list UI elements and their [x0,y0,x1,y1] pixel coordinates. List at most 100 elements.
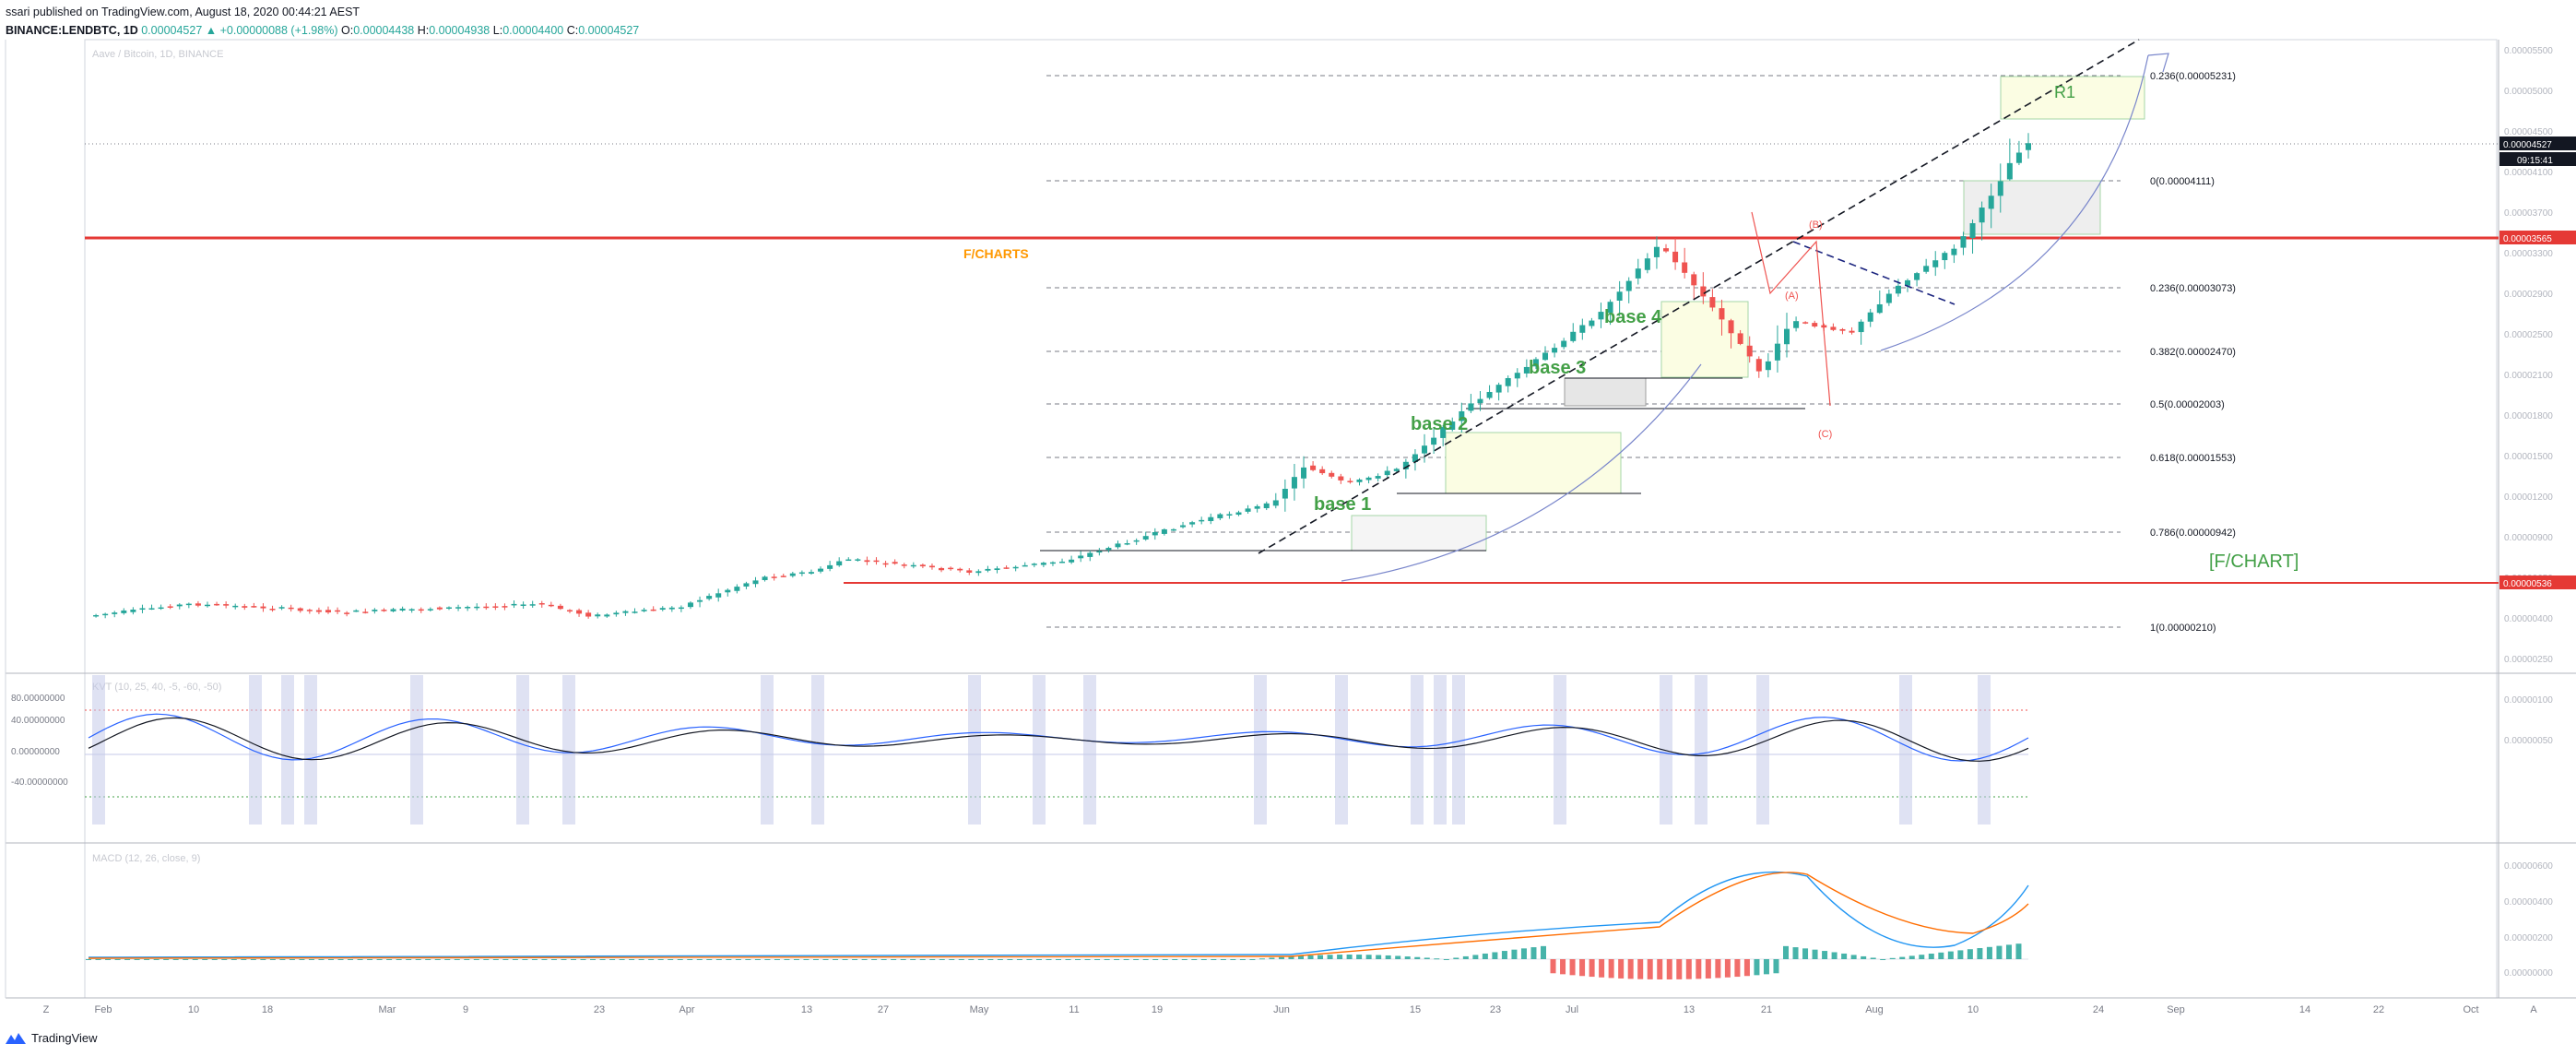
price-axis-tick: 0.00003300 [2504,249,2553,259]
macd-histogram-bar [1550,959,1556,974]
candle [928,564,935,570]
macd-histogram-bar [192,959,198,960]
candle-body [445,607,452,609]
candle-body [306,610,313,611]
candle-body [1272,500,1279,506]
candle [855,558,861,562]
candle [260,603,266,612]
macd-histogram-bar [406,959,412,960]
candle-body [1208,516,1214,522]
candle-body [1905,279,1911,286]
candle-body [994,568,1000,571]
macd-histogram-bar [183,959,189,960]
candle-body [492,606,499,608]
candle [2015,140,2022,166]
time-axis-tick: 22 [2373,1004,2384,1015]
candle [148,604,155,611]
candle-body [1365,477,1372,481]
candle-body [1291,477,1297,489]
price-axis-tick: 0.00000050 [2504,736,2553,746]
candle-body [1505,377,1511,386]
candle-body [780,575,786,577]
macd-histogram-bar [677,959,683,960]
candle-body [975,571,982,574]
macd-histogram-bar [541,959,548,960]
candle [1951,244,1957,264]
candle-body [595,614,601,617]
candle [697,596,703,608]
candle [102,612,109,619]
macd-histogram-bar [1560,959,1566,975]
candle-body [771,576,777,578]
candle-body [242,606,248,608]
osc-highlight-band [1335,675,1348,825]
macd-histogram-bar [299,959,305,960]
macd-histogram-bar [1346,955,1353,959]
macd-histogram-bar [163,959,170,960]
macd-histogram-bar [1414,956,1421,959]
candle [725,587,731,597]
candle [1737,329,1743,346]
candle-body [529,604,536,606]
macd-histogram-bar [114,959,121,960]
time-axis-tick: Mar [379,1004,396,1015]
candle-body [1895,285,1901,294]
fib-level-label: 0.382(0.00002470) [2150,347,2236,358]
macd-histogram-bar [571,959,576,960]
candle-body [195,603,201,606]
macd-histogram-bar [1258,958,1265,960]
candle [390,607,396,612]
candle [529,600,536,608]
candle-body [882,563,889,565]
candle [1031,563,1037,568]
candle [1365,476,1372,484]
candle-body [1885,293,1892,303]
candle [1402,458,1409,479]
candle-body [139,608,146,611]
candle-body [1514,373,1520,379]
candle-body [1682,262,1688,273]
macd-histogram-bar [230,959,237,960]
candle [1078,551,1084,563]
candle [1245,504,1251,514]
candle [1552,343,1558,358]
candle [1069,555,1075,564]
macd-histogram-bar [1434,958,1440,960]
candle [1830,323,1837,332]
base-2-label: base 2 [1411,414,1468,434]
support-lower-badge-label: 0.00000536 [2503,579,2552,589]
candle-body [789,573,796,576]
candle-body [278,607,285,609]
candle [130,607,136,615]
candle-body [1003,567,1010,569]
macd-histogram-bar [1724,959,1731,978]
candle [1468,394,1474,414]
macd-histogram-bar [464,959,470,960]
candle [1329,470,1335,479]
price-axis-tick: 0.00001800 [2504,411,2553,421]
time-axis-tick: 19 [1152,1004,1163,1015]
candle-body [1161,528,1167,534]
macd-title: MACD (12, 26, close, 9) [92,853,200,864]
macd-histogram-bar [1880,959,1886,960]
osc-highlight-band [761,675,774,825]
candle [232,603,239,610]
candle-body [752,580,759,585]
candle-body [232,605,239,608]
candle-body [706,596,713,599]
osc-highlight-band [1452,675,1465,825]
candle-body [725,589,731,593]
macd-histogram-bar [1424,957,1430,959]
candle-body [985,568,991,571]
candle-body [2006,162,2013,180]
macd-histogram-bar [1482,953,1488,959]
macd-histogram-bar [1142,959,1149,960]
candle [1719,299,1725,336]
candle-body [381,610,387,611]
osc-highlight-band [1083,675,1096,825]
candle [1319,466,1326,475]
candle [919,563,926,569]
macd-histogram-bar [550,959,557,960]
candle [1682,247,1688,279]
